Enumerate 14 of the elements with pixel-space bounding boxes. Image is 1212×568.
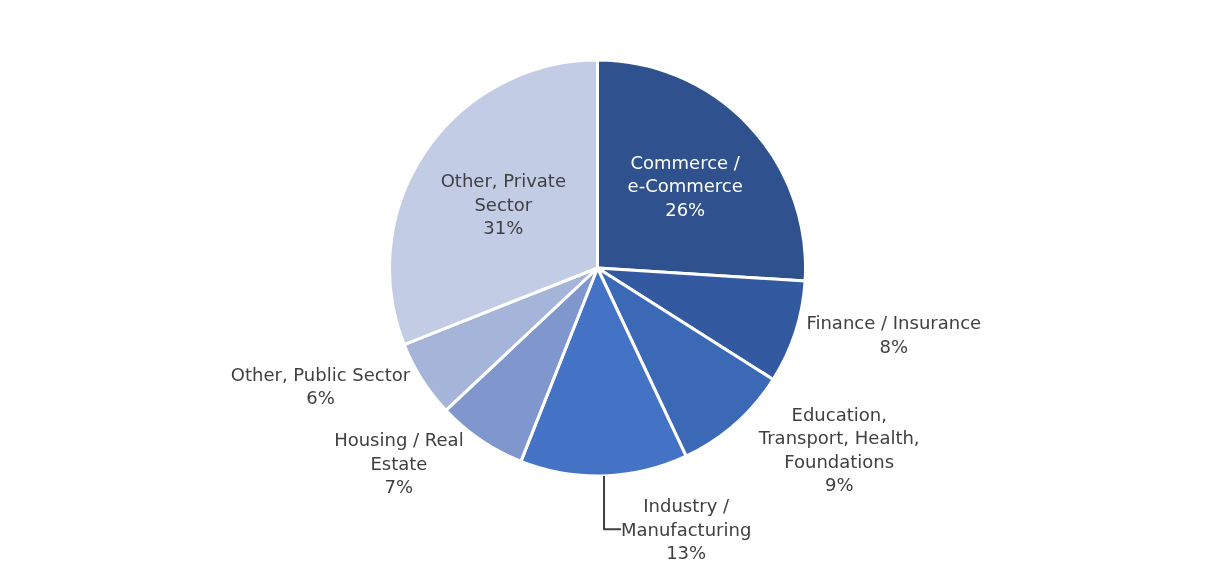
data-label: 31% [483,216,524,238]
data-label: 8% [879,335,909,357]
data-label: 7% [384,476,414,498]
slice-label: Other, Public Sector [230,363,411,385]
data-label: 6% [306,387,335,409]
slice-label: Finance / Insurance [806,312,982,334]
data-label: 9% [824,474,854,496]
slice-label: Industry / Manufacturing [620,495,752,540]
slice-label: Other, Private Sector [440,170,566,215]
slice-label: Commerce / e-Commerce [627,151,743,197]
data-label: 26% [665,198,706,220]
data-label: 13% [666,542,707,564]
slice-label: Education, Transport, Health, Foundations [757,404,920,472]
slice-label: Housing / Real Estate [334,429,464,474]
